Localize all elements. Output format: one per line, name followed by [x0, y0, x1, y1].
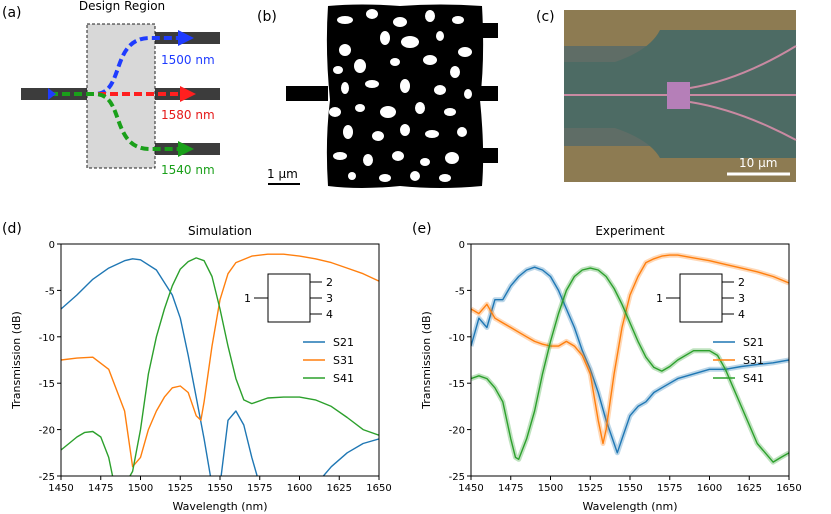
- chart-e-xtick-label: 1475: [498, 483, 523, 494]
- chart-d-ytick-label: -25: [39, 472, 55, 483]
- chart-d-port-diagram: 1 2 3 4: [244, 273, 333, 323]
- chart-e-xlabel: Wavelength (nm): [582, 500, 677, 513]
- chart-d-port-in: 1: [244, 292, 251, 305]
- chart-d-xtick-label: 1450: [48, 483, 73, 494]
- chart-d-legend: S21 S31 S41: [303, 336, 354, 385]
- chart-e-xtick-label: 1500: [538, 483, 563, 494]
- panel-e: (e) Experiment 1450 1475 1500 1525 1550 1575 1…: [412, 221, 802, 513]
- chart-e-xtick-label: 1575: [657, 483, 682, 494]
- chart-e-line-s31: [471, 254, 789, 445]
- chart-d-xtick-label: 1475: [88, 483, 113, 494]
- chart-e-legend-label: S31: [743, 354, 764, 367]
- optimized-device-pattern: [326, 4, 484, 188]
- chart-e-line-s21: [471, 266, 789, 454]
- chart-d-xtick-label: 1550: [207, 483, 232, 494]
- scale-label-c: 10 μm: [739, 156, 777, 170]
- chart-d-line-s21: [61, 258, 379, 476]
- chart-e-ytick-label: -10: [449, 333, 465, 344]
- chart-e-port-in: 1: [656, 292, 663, 305]
- chart-d-port-4: 4: [326, 308, 333, 321]
- chart-d-legend-label: S21: [333, 336, 354, 349]
- chart-e-port-diagram: 1 2 3 4: [656, 273, 745, 323]
- chart-d-port-3: 3: [326, 292, 333, 305]
- chart-e-ytick-label: -5: [455, 286, 465, 297]
- panel-e-label: (e): [412, 221, 432, 237]
- device-holes: [329, 9, 472, 182]
- device-input-port: [286, 86, 328, 101]
- chart-d-ytick-label: -5: [45, 286, 55, 297]
- chart-e-port-3: 3: [738, 292, 745, 305]
- chart-d-line-s41: [61, 257, 379, 476]
- chart-d-xtick-label: 1600: [287, 483, 312, 494]
- panel-c: (c) 10 μm: [536, 9, 797, 182]
- panel-b-label: (b): [257, 9, 277, 25]
- chart-e-port-2: 2: [738, 276, 745, 289]
- wavelength-label-1580: 1580 nm: [161, 108, 215, 122]
- panel-b: (b) 1 μm: [257, 4, 498, 188]
- chart-e-series: [471, 252, 789, 465]
- chart-e-xtick-label: 1525: [578, 483, 603, 494]
- wavelength-label-1540: 1540 nm: [161, 163, 215, 177]
- chart-d-xtick-label: 1500: [128, 483, 153, 494]
- panel-d-label: (d): [2, 221, 22, 237]
- chart-e-ylabel: Transmission (dB): [420, 311, 433, 410]
- chart-d-ytick-label: -10: [39, 333, 55, 344]
- chart-d-legend-label: S31: [333, 354, 354, 367]
- chart-d-xtick-label: 1625: [327, 483, 352, 494]
- chart-e-title: Experiment: [595, 224, 665, 238]
- micrograph-device: [667, 82, 690, 109]
- chart-d-xtick-label: 1650: [366, 483, 391, 494]
- chart-d-legend-label: S41: [333, 372, 354, 385]
- device-output-port-mid: [478, 86, 498, 101]
- chart-d-line-s31: [61, 253, 379, 468]
- scale-label-b: 1 μm: [267, 167, 298, 181]
- chart-d-ytick-label: -15: [39, 379, 55, 390]
- input-arrow-icon: [48, 88, 56, 100]
- chart-e-ytick-label: -25: [449, 472, 465, 483]
- wavelength-label-1500: 1500 nm: [161, 53, 215, 67]
- chart-e-xtick-label: 1650: [776, 483, 801, 494]
- chart-e-ytick-label: 0: [459, 240, 465, 251]
- chart-d-ytick-label: 0: [49, 240, 55, 251]
- chart-e-legend-label: S41: [743, 372, 764, 385]
- chart-e-legend: S21 S31 S41: [713, 336, 764, 385]
- chart-d-xlabel: Wavelength (nm): [172, 500, 267, 513]
- chart-e-line-s41: [471, 267, 789, 463]
- path-1540nm: [50, 92, 194, 157]
- panel-a: (a) Design Region 1500 nm 1580 nm 1540 n…: [2, 0, 220, 177]
- chart-e-ytick-label: -20: [449, 426, 465, 437]
- chart-d-title: Simulation: [188, 224, 252, 238]
- chart-d-ylabel: Transmission (dB): [10, 311, 23, 410]
- chart-e-ytick-label: -15: [449, 379, 465, 390]
- chart-e-xtick-label: 1450: [458, 483, 483, 494]
- chart-e-ticks: 1450 1475 1500 1525 1550 1575 1600 1625 1650 0 -5 -…: [449, 240, 802, 494]
- chart-d-ytick-label: -20: [39, 426, 55, 437]
- chart-e-legend-label: S21: [743, 336, 764, 349]
- chart-d-xtick-label: 1525: [168, 483, 193, 494]
- chart-e-xtick-label: 1600: [697, 483, 722, 494]
- chart-e-xtick-label: 1625: [737, 483, 762, 494]
- chart-d-port-2: 2: [326, 276, 333, 289]
- chart-e-xtick-label: 1550: [617, 483, 642, 494]
- panel-d: (d) Simulation 1450 1475 1500 1525 1550 1575 1…: [2, 221, 392, 513]
- chart-d-series: [61, 253, 379, 476]
- micrograph-output-wg-top: [689, 45, 797, 89]
- chart-d-ticks: 1450 1475 1500 1525 1550 1575 1600 1625 1650 0 -5 -…: [39, 240, 392, 494]
- chart-d-xtick-label: 1575: [247, 483, 272, 494]
- panel-c-label: (c): [536, 9, 555, 25]
- chart-e-port-4: 4: [738, 308, 745, 321]
- panel-a-label: (a): [2, 5, 22, 21]
- design-region-box: [86, 23, 156, 169]
- design-region-label: Design Region: [79, 0, 165, 13]
- micrograph-output-wg-bottom: [689, 101, 797, 141]
